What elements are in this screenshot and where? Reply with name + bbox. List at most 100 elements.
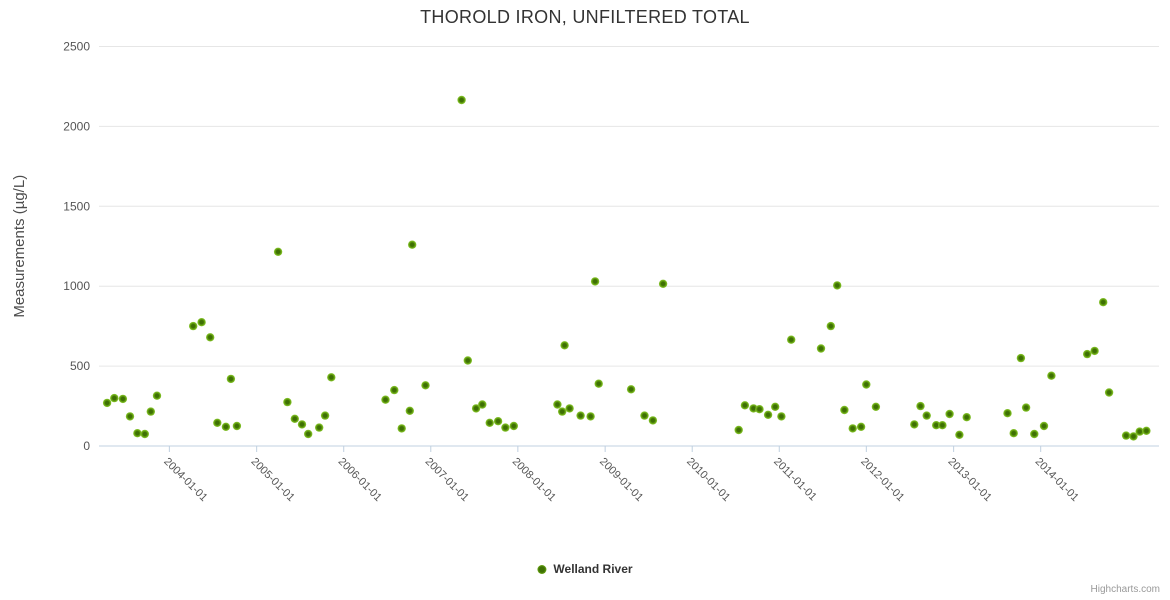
data-point[interactable] <box>197 318 206 327</box>
data-point[interactable] <box>840 405 849 415</box>
data-point[interactable] <box>1021 403 1031 412</box>
data-point[interactable] <box>1129 432 1138 441</box>
data-point[interactable] <box>560 341 569 350</box>
data-point[interactable] <box>457 95 466 105</box>
data-point[interactable] <box>826 321 835 331</box>
data-point[interactable] <box>381 395 390 404</box>
data-point[interactable] <box>397 424 406 433</box>
data-point[interactable] <box>189 321 198 331</box>
data-point[interactable] <box>226 374 236 384</box>
data-point[interactable] <box>626 385 636 394</box>
data-point[interactable] <box>856 422 866 431</box>
legend-label: Welland River <box>553 562 633 576</box>
data-point[interactable] <box>787 335 796 344</box>
data-point[interactable] <box>102 398 112 408</box>
data-point[interactable] <box>1135 427 1144 436</box>
data-point[interactable] <box>932 421 941 430</box>
data-point[interactable] <box>1039 421 1049 431</box>
data-point[interactable] <box>463 356 472 365</box>
data-point[interactable] <box>315 423 324 432</box>
data-point[interactable] <box>283 397 292 407</box>
data-point[interactable] <box>1104 388 1114 397</box>
data-point[interactable] <box>1083 349 1092 359</box>
x-tick-label: 2008-01-01 <box>510 456 558 504</box>
data-point[interactable] <box>594 379 603 388</box>
data-point[interactable] <box>408 240 417 249</box>
data-point[interactable] <box>1121 431 1131 440</box>
scatter-points <box>102 95 1151 441</box>
data-point[interactable] <box>763 410 773 419</box>
data-point[interactable] <box>576 411 585 420</box>
data-point[interactable] <box>1009 429 1018 438</box>
data-point[interactable] <box>816 344 826 353</box>
data-point[interactable] <box>553 400 562 409</box>
data-point[interactable] <box>565 404 574 413</box>
data-point[interactable] <box>658 279 668 288</box>
data-point[interactable] <box>871 402 881 411</box>
data-point[interactable] <box>509 421 518 431</box>
data-point[interactable] <box>110 393 119 403</box>
data-point[interactable] <box>297 420 307 429</box>
data-point[interactable] <box>862 380 871 389</box>
data-point[interactable] <box>771 402 780 411</box>
data-point[interactable] <box>304 429 313 439</box>
data-point[interactable] <box>421 381 430 390</box>
data-point[interactable] <box>290 414 299 423</box>
data-point[interactable] <box>1099 298 1108 307</box>
y-tick-label: 1000 <box>63 279 90 293</box>
data-point[interactable] <box>206 333 215 342</box>
data-point[interactable] <box>648 416 658 425</box>
data-point[interactable] <box>501 423 510 432</box>
data-point[interactable] <box>640 411 649 420</box>
data-point[interactable] <box>945 409 954 419</box>
data-point[interactable] <box>152 391 162 400</box>
data-point[interactable] <box>962 413 971 422</box>
data-point[interactable] <box>118 394 128 404</box>
data-point[interactable] <box>478 400 487 409</box>
data-point[interactable] <box>955 430 964 439</box>
data-point[interactable] <box>938 421 947 430</box>
data-point[interactable] <box>213 418 222 427</box>
legend-item-welland-river[interactable]: Welland River <box>537 562 633 576</box>
data-point[interactable] <box>1016 353 1026 363</box>
data-point[interactable] <box>320 411 330 420</box>
data-point[interactable] <box>232 421 242 431</box>
data-point[interactable] <box>140 429 149 439</box>
data-point[interactable] <box>1142 426 1151 435</box>
data-point[interactable] <box>485 418 494 427</box>
data-point[interactable] <box>558 407 567 416</box>
data-point[interactable] <box>755 405 764 414</box>
data-point[interactable] <box>221 422 231 431</box>
data-point[interactable] <box>471 404 481 413</box>
data-point[interactable] <box>922 411 931 420</box>
data-point[interactable] <box>327 373 336 382</box>
data-point[interactable] <box>133 429 142 438</box>
y-tick-label: 0 <box>83 439 90 453</box>
data-point[interactable] <box>405 406 414 415</box>
data-point[interactable] <box>586 412 595 421</box>
data-point[interactable] <box>848 424 857 433</box>
data-point[interactable] <box>390 385 399 395</box>
data-point[interactable] <box>1030 429 1039 439</box>
x-tick-label: 2004-01-01 <box>161 456 209 504</box>
data-point[interactable] <box>1047 371 1056 380</box>
x-tick-label: 2010-01-01 <box>684 456 732 504</box>
y-axis-title: Measurements (µg/L) <box>11 175 28 318</box>
axes <box>99 445 1159 452</box>
data-point[interactable] <box>125 412 135 421</box>
data-point[interactable] <box>740 401 750 410</box>
data-point[interactable] <box>910 420 919 429</box>
highcharts-credit-link[interactable]: Highcharts.com <box>1090 584 1160 595</box>
data-point[interactable] <box>146 407 155 416</box>
data-point[interactable] <box>916 401 925 411</box>
data-point[interactable] <box>734 425 743 435</box>
data-point[interactable] <box>1090 346 1099 356</box>
data-point[interactable] <box>833 281 842 290</box>
data-point[interactable] <box>590 277 600 286</box>
data-point[interactable] <box>1003 409 1012 418</box>
data-point[interactable] <box>493 417 503 426</box>
chart-title: THOROLD IRON, UNFILTERED TOTAL <box>420 7 750 27</box>
data-point[interactable] <box>273 247 283 256</box>
data-point[interactable] <box>777 412 786 421</box>
